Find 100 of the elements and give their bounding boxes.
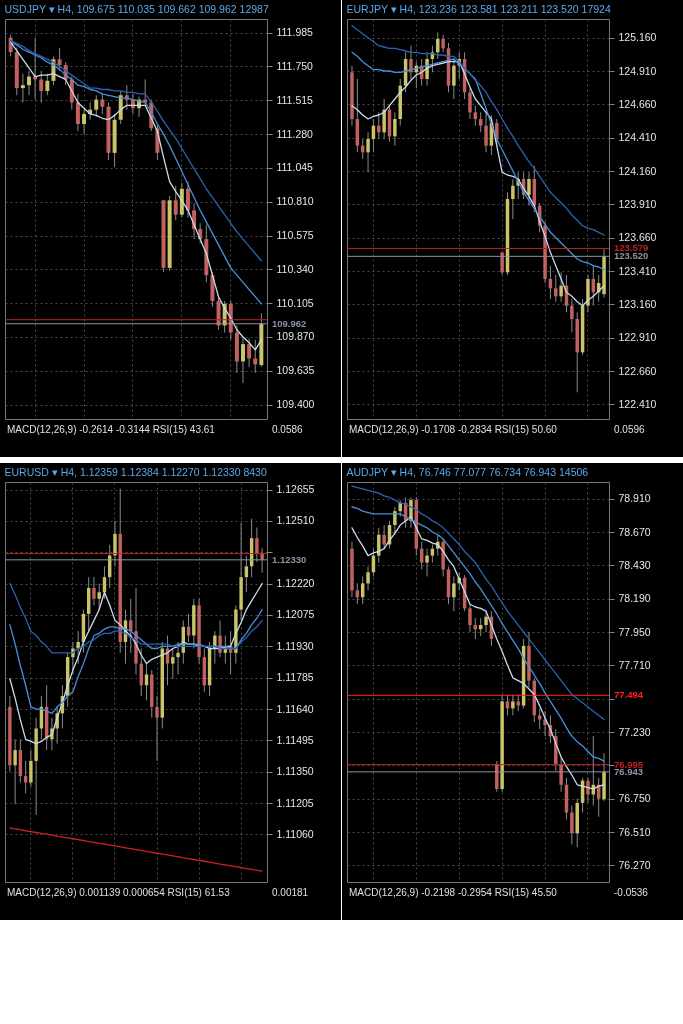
y-tick-label: 110.810 xyxy=(276,195,314,208)
chart-title: EURJPY ▾ H4, 123.236 123.581 123.211 123.520 17924 xyxy=(346,2,611,15)
candlestick xyxy=(71,641,75,675)
y-tick-label: 76.270 xyxy=(618,858,651,871)
candlestick xyxy=(39,70,44,103)
line-series xyxy=(9,827,263,872)
line-series xyxy=(351,61,605,307)
y-tick-label: 1.11495 xyxy=(276,733,314,746)
y-tick-label: 78.910 xyxy=(618,492,651,505)
candlestick xyxy=(511,694,515,716)
y-tick-label: 77.710 xyxy=(618,658,651,671)
candlestick xyxy=(478,111,483,133)
candlestick xyxy=(559,756,563,793)
y-tick-label: 123.910 xyxy=(618,197,657,210)
candlestick xyxy=(500,251,504,276)
y-tick-label: 1.12510 xyxy=(276,514,315,527)
candlestick xyxy=(255,526,259,563)
text: MACD(12,26,9) -0.2614 -0.3144 RSI(15) 43.61 xyxy=(7,424,216,435)
candlestick xyxy=(366,566,370,591)
candlestick xyxy=(185,181,190,219)
y-tick-label: 111.515 xyxy=(276,93,314,106)
y-tick-label: 122.410 xyxy=(618,397,657,410)
line-series xyxy=(351,25,605,236)
candlestick xyxy=(20,73,25,103)
ref-line-label: 77.494 xyxy=(614,689,644,701)
candlestick xyxy=(94,94,99,118)
y-tick-label: 124.160 xyxy=(618,164,657,177)
y-tick-label: 77.950 xyxy=(618,625,651,638)
y-tick-label: 1.11205 xyxy=(276,796,314,809)
chart-title: AUDJPY ▾ H4, 76.746 77.077 76.734 76.943 14506 xyxy=(346,465,589,478)
text: 0.00181 xyxy=(272,887,309,898)
text: -0.0536 xyxy=(614,887,649,898)
chart-title: USDJPY ▾ H4, 109.675 110.035 109.662 109.962 12987 xyxy=(4,2,269,15)
y-tick-label: 1.12220 xyxy=(276,577,315,590)
y-tick-label: 109.635 xyxy=(276,364,315,377)
candlestick xyxy=(366,131,370,173)
candlestick xyxy=(100,93,105,115)
y-tick-label: 111.045 xyxy=(276,161,314,174)
text: 0.0596 xyxy=(614,424,646,435)
y-tick-label: 125.160 xyxy=(618,31,657,44)
line-series xyxy=(10,39,262,262)
candlestick xyxy=(484,610,488,633)
candlestick xyxy=(393,506,397,536)
candlestick xyxy=(247,337,252,368)
candlestick xyxy=(586,777,590,804)
y-tick-label: 124.410 xyxy=(618,131,657,144)
y-tick-label: 122.660 xyxy=(618,364,657,377)
y-tick-label: 76.750 xyxy=(618,792,651,805)
candlestick xyxy=(57,47,62,72)
y-tick-label: 1.11640 xyxy=(276,702,314,715)
candlestick xyxy=(218,619,222,658)
y-tick-label: 110.105 xyxy=(276,296,314,309)
y-tick-label: 123.160 xyxy=(618,297,657,310)
candlestick xyxy=(173,185,178,221)
candlestick xyxy=(213,630,217,665)
y-tick-label: 76.510 xyxy=(618,825,651,838)
candlestick xyxy=(382,98,386,140)
y-tick-label: 1.11350 xyxy=(276,765,314,778)
text: MACD(12,26,9) -0.2198 -0.2954 RSI(15) 45.50 xyxy=(349,887,558,898)
candlestick xyxy=(570,298,574,333)
candlestick xyxy=(511,178,515,220)
y-tick-label: 122.910 xyxy=(618,331,657,344)
y-tick-label: 77.230 xyxy=(618,725,651,738)
line-series xyxy=(351,485,605,721)
y-tick-label: 110.340 xyxy=(276,262,314,275)
candlestick xyxy=(425,51,429,87)
text: MACD(12,26,9) 0.001139 0.000654 RSI(15) 61.53 xyxy=(7,887,231,898)
y-tick-label: 123.410 xyxy=(618,264,657,277)
candlestick xyxy=(436,31,440,60)
candlestick xyxy=(570,805,574,845)
chart-title: EURUSD ▾ H4, 1.12359 1.12384 1.12270 1.12330 8430 xyxy=(4,465,267,478)
candlestick xyxy=(75,93,80,132)
y-tick-label: 1.12075 xyxy=(276,608,315,621)
y-tick-label: 78.670 xyxy=(618,525,651,538)
y-tick-label: 109.400 xyxy=(276,398,315,411)
candlestick xyxy=(377,527,381,564)
y-tick-label: 111.985 xyxy=(276,26,314,39)
candlestick xyxy=(92,576,96,606)
candlestick xyxy=(29,749,33,788)
y-tick-label: 123.660 xyxy=(618,231,657,244)
candlestick xyxy=(452,575,456,612)
candlestick xyxy=(537,707,542,730)
candlestick xyxy=(27,70,31,96)
y-tick-label: 1.11785 xyxy=(276,671,314,684)
y-tick-label: 1.11930 xyxy=(276,639,314,652)
candlestick xyxy=(409,45,413,80)
candlestick xyxy=(441,34,445,53)
y-tick-label: 124.910 xyxy=(618,64,657,77)
candlestick xyxy=(382,524,386,550)
candlestick xyxy=(425,548,429,577)
candlestick xyxy=(452,58,456,100)
y-tick-label: 111.280 xyxy=(276,127,314,140)
candlestick xyxy=(241,337,245,384)
candlestick xyxy=(377,111,381,140)
candlestick xyxy=(393,111,397,147)
candlestick xyxy=(23,760,28,794)
candlestick xyxy=(186,613,191,643)
text: 0.0586 xyxy=(272,424,304,435)
candlestick xyxy=(527,171,531,207)
y-tick-label: 1.11060 xyxy=(276,827,314,840)
